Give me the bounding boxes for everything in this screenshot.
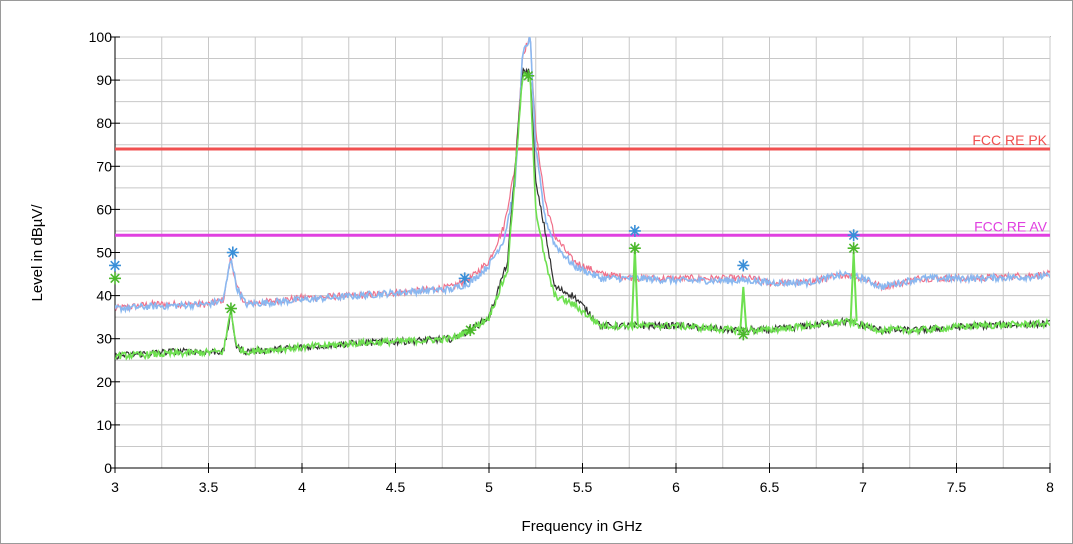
asterisk-stroke: [459, 273, 470, 284]
asterisk-marker: [737, 259, 750, 272]
x-tick-label: 7.5: [947, 479, 967, 495]
x-tick-label: 8: [1046, 479, 1054, 495]
asterisk-marker: [522, 69, 535, 82]
y-tick-label: 40: [96, 288, 112, 304]
asterisk-stroke: [226, 303, 236, 314]
asterisk-marker: [628, 242, 641, 255]
asterisk-marker: [737, 328, 750, 341]
asterisk-marker: [224, 302, 237, 315]
asterisk-marker: [464, 324, 477, 337]
x-tick-label: 4.5: [386, 479, 406, 495]
axes: 3 3.5 4 4.5 5 5.5 6 6.5 7 7.5 80102030405060708090…: [89, 29, 1054, 495]
limit-lines: FCC RE PK FCC RE AV: [115, 132, 1050, 237]
asterisk-marker: [109, 259, 121, 272]
limit-label: FCC RE AV: [974, 218, 1048, 234]
asterisk-stroke: [848, 243, 859, 253]
y-tick-label: 70: [96, 158, 112, 174]
trace-spike: [739, 286, 748, 331]
trace-peak-2: [115, 37, 1050, 315]
y-tick-label: 80: [96, 115, 112, 131]
y-tick-label: 60: [96, 201, 112, 217]
asterisk-marker: [109, 272, 121, 285]
markers: [109, 69, 860, 341]
x-tick-label: 6: [672, 479, 680, 495]
x-axis-title: Frequency in GHz: [522, 518, 643, 535]
grid-lines: [114, 36, 1051, 469]
asterisk-stroke: [110, 273, 120, 284]
x-tick-label: 5.5: [573, 479, 593, 495]
asterisk-stroke: [630, 243, 640, 253]
x-tick-label: 7: [859, 479, 867, 495]
y-tick-label: 10: [96, 417, 112, 433]
x-tick-label: 4: [298, 479, 306, 495]
asterisk-stroke: [110, 260, 120, 271]
y-axis-title: Level in dBµV/: [29, 204, 46, 302]
asterisk-marker: [226, 246, 239, 259]
y-tick-label: 20: [96, 374, 112, 390]
y-tick-label: 30: [96, 331, 112, 347]
x-tick-label: 5: [485, 479, 493, 495]
asterisk-stroke: [630, 226, 640, 236]
x-tick-label: 3: [111, 479, 119, 495]
asterisk-stroke: [523, 70, 534, 81]
asterisk-marker: [458, 272, 471, 285]
asterisk-marker: [847, 229, 860, 242]
asterisk-marker: [847, 242, 860, 255]
asterisk-marker: [628, 224, 641, 237]
asterisk-stroke: [848, 230, 859, 241]
asterisk-stroke: [738, 329, 749, 340]
y-tick-label: 100: [89, 29, 113, 45]
asterisk-stroke: [738, 260, 749, 271]
trace-average-2: [115, 71, 1050, 361]
y-tick-label: 0: [104, 460, 112, 476]
x-tick-label: 6.5: [760, 479, 780, 495]
y-tick-label: 90: [96, 72, 112, 88]
asterisk-stroke: [465, 325, 476, 335]
x-tick-label: 3.5: [199, 479, 219, 495]
asterisk-stroke: [228, 247, 238, 258]
limit-label: FCC RE PK: [972, 132, 1047, 148]
y-tick-label: 50: [96, 245, 112, 261]
